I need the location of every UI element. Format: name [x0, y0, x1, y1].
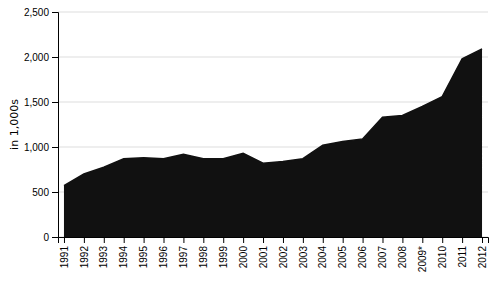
y-tick: 500 — [32, 187, 58, 198]
area — [64, 49, 482, 237]
x-tick: 2011 — [457, 237, 468, 268]
x-tick-label: 2005 — [337, 246, 348, 269]
grid-line — [58, 102, 488, 103]
x-tick: 2008 — [397, 237, 408, 268]
y-tick-mark — [52, 147, 58, 148]
x-tick-mark — [462, 237, 463, 243]
x-tick-mark — [84, 237, 85, 243]
y-tick: 0 — [43, 232, 58, 243]
y-tick-mark — [52, 12, 58, 13]
grid-line — [58, 12, 488, 13]
x-tick-mark — [104, 237, 105, 243]
x-tick-mark — [343, 237, 344, 243]
y-tick-mark — [52, 192, 58, 193]
x-tick: 2009* — [417, 237, 428, 272]
x-tick-mark — [263, 237, 264, 243]
y-tick: 2,000 — [24, 52, 58, 63]
chart: 0 500 1,000 1,500 2,000 2,500 1991 1992 1993 1994… — [0, 0, 500, 281]
x-axis: 1991 1992 1993 1994 1995 1996 1997 1998 1999 2000… — [59, 237, 489, 272]
x-tick-label: 2006 — [357, 246, 368, 269]
x-tick-label: 1993 — [98, 246, 109, 269]
y-tick-label: 1,500 — [24, 97, 49, 108]
grid — [58, 12, 488, 237]
x-tick: 1997 — [178, 237, 189, 268]
x-tick-mark — [243, 237, 244, 243]
grid-line — [58, 57, 488, 58]
y-axis-title: in 1,000s — [8, 99, 21, 150]
y-tick-mark — [52, 102, 58, 103]
marks — [64, 49, 482, 237]
x-tick: 1999 — [218, 237, 229, 268]
x-tick-label: 2008 — [397, 246, 408, 269]
x-tick-mark — [124, 237, 125, 243]
y-tick-label: 0 — [43, 232, 49, 243]
y-tick-label: 2,500 — [24, 7, 49, 18]
y-tick: 1,500 — [24, 97, 58, 108]
x-tick-label: 2012 — [477, 246, 488, 269]
x-tick-label: 1998 — [198, 246, 209, 269]
x-tick: 2006 — [357, 237, 368, 268]
x-tick: 2000 — [238, 237, 249, 268]
y-axis-line — [52, 13, 59, 238]
x-tick: 2005 — [337, 237, 348, 268]
y-tick: 2,500 — [24, 7, 58, 18]
x-tick-label: 2000 — [238, 246, 249, 269]
y-tick-label: 1,000 — [24, 142, 49, 153]
x-tick: 2012 — [477, 237, 488, 268]
x-tick-label: 2007 — [377, 246, 388, 269]
x-tick-label: 2010 — [437, 246, 448, 269]
x-tick-mark — [203, 237, 204, 243]
y-tick-label: 2,000 — [24, 52, 49, 63]
x-tick-label: 1999 — [218, 246, 229, 269]
x-tick: 2002 — [278, 237, 289, 268]
x-tick: 2007 — [377, 237, 388, 268]
x-tick-mark — [164, 237, 165, 243]
y-tick: 1,000 — [24, 142, 58, 153]
x-tick-label: 2002 — [278, 246, 289, 269]
x-tick-mark — [283, 237, 284, 243]
x-tick-label: 1997 — [178, 246, 189, 269]
x-tick-mark — [442, 237, 443, 243]
x-tick: 1996 — [158, 237, 169, 268]
x-tick-mark — [223, 237, 224, 243]
x-tick: 1998 — [198, 237, 209, 268]
x-tick: 1993 — [98, 237, 109, 268]
x-tick: 2003 — [298, 237, 309, 268]
x-tick-mark — [422, 237, 423, 243]
x-tick: 1991 — [59, 237, 70, 268]
x-tick-mark — [183, 237, 184, 243]
x-tick-label: 2009* — [417, 246, 428, 272]
x-tick-label: 1994 — [118, 246, 129, 269]
y-axis: 0 500 1,000 1,500 2,000 2,500 — [24, 7, 59, 243]
x-tick: 1994 — [118, 237, 129, 268]
x-tick-label: 1991 — [59, 246, 70, 269]
x-tick: 2001 — [258, 237, 269, 268]
x-tick-label: 2003 — [298, 246, 309, 269]
x-tick-mark — [323, 237, 324, 243]
x-tick: 2010 — [437, 237, 448, 268]
x-tick: 1995 — [138, 237, 149, 268]
x-tick-mark — [382, 237, 383, 243]
x-tick-mark — [482, 237, 483, 243]
x-tick-mark — [303, 237, 304, 243]
x-tick: 1992 — [79, 237, 90, 268]
y-tick-mark — [52, 57, 58, 58]
x-tick-label: 1995 — [138, 246, 149, 269]
plot: 0 500 1,000 1,500 2,000 2,500 1991 1992 1993 1994… — [24, 7, 489, 272]
y-tick-mark — [52, 237, 58, 238]
line — [64, 49, 482, 186]
y-tick-label: 500 — [32, 187, 49, 198]
x-tick-mark — [402, 237, 403, 243]
x-tick-label: 2011 — [457, 246, 468, 268]
x-tick-mark — [363, 237, 364, 243]
x-tick-label: 2004 — [317, 246, 328, 269]
x-axis-line — [59, 238, 489, 244]
x-tick-label: 1996 — [158, 246, 169, 269]
x-tick-mark — [64, 237, 65, 243]
x-tick-label: 2001 — [258, 246, 269, 269]
x-tick-label: 1992 — [79, 246, 90, 269]
x-tick: 2004 — [317, 237, 328, 268]
x-tick-mark — [144, 237, 145, 243]
